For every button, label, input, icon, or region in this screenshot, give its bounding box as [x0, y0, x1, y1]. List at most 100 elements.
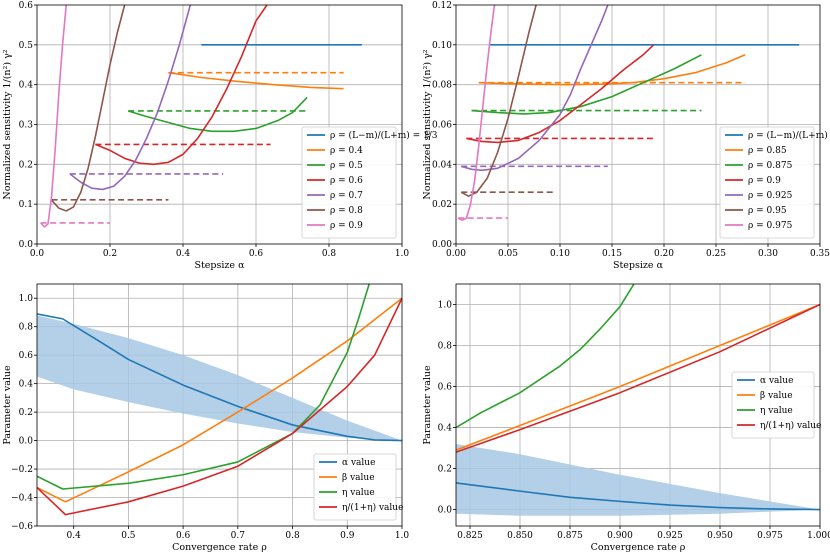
x-tick-label: 0.20 [654, 249, 674, 259]
x-tick-label: 0.5 [121, 531, 136, 541]
legend-label: β value [760, 391, 793, 401]
series-3-line [466, 44, 655, 144]
y-tick-label: 0.2 [438, 465, 452, 475]
legend-label: α value [760, 376, 793, 386]
series-1-line [478, 54, 746, 86]
series-6-line [40, 5, 67, 228]
y-tick-label: 0.06 [432, 121, 452, 131]
x-tick-label: 0.00 [446, 249, 466, 259]
legend-label: ρ = 0.9 [330, 221, 363, 231]
y-axis-label: Normalized sensitivity 1/(n²) γ² [422, 49, 433, 199]
y-tick-label: 1.0 [19, 294, 34, 304]
x-tick-label: 0.8 [285, 531, 300, 541]
x-tick-label: 0.975 [757, 531, 783, 541]
legend-label: η value [760, 406, 793, 416]
series-2-line [128, 96, 308, 133]
y-tick-label: 1.0 [438, 301, 453, 311]
legend-label: ρ = 0.925 [748, 191, 793, 201]
axes-frame [455, 283, 821, 527]
series-2-line [456, 284, 635, 429]
plot-area [40, 5, 362, 228]
legend-label: ρ = 0.5 [330, 161, 363, 171]
series-5-line [460, 5, 537, 197]
y-tick-label: 0.04 [432, 160, 452, 170]
x-tick-label: 0.6 [176, 531, 191, 541]
x-axis-label: Convergence rate ρ [172, 542, 267, 553]
y-tick-label: 0.5 [19, 41, 34, 51]
plot-area [37, 284, 402, 516]
legend: ρ = (L−m)/(L+m) = 0.81 ρ = 0.85 ρ = 0.875 ρ… [719, 126, 830, 239]
x-tick-label: 0.05 [498, 249, 518, 259]
confidence-band [37, 315, 402, 441]
chart-top-left: 0.0 0.2 0.4 0.6 0.8 1.0 0.0 0.1 0.2 0.3 0.4 0.5 0.6 S… [2, 1, 438, 271]
chart-bottom-right: 0.825 0.850 0.875 0.900 0.925 0.950 0.975 1.00 0… [422, 283, 830, 553]
series-3-line [456, 303, 820, 453]
legend-box [731, 371, 815, 439]
legend-box [313, 453, 397, 521]
y-tick-label: 0.4 [438, 424, 453, 434]
legend-label: η value [342, 488, 375, 498]
series-0-line [37, 313, 402, 442]
x-tick-label: 0.850 [507, 531, 533, 541]
legend-label: α value [342, 458, 375, 468]
legend-label: ρ = 0.9 [748, 176, 781, 186]
x-tick-label: 0.35 [810, 249, 830, 259]
x-tick-label: 0.925 [657, 531, 683, 541]
x-tick-label: 0.6 [249, 249, 264, 259]
x-axis-label: Stepsize α [613, 260, 664, 271]
x-tick-label: 0.4 [67, 531, 82, 541]
series-1-line [37, 297, 402, 503]
legend: α value β value η value η/(1+η) value [313, 453, 403, 521]
legend-label: η/(1+η) value [342, 502, 403, 513]
x-tick-label: 1.000 [807, 531, 830, 541]
x-tick-label: 0.7 [231, 531, 246, 541]
x-tick-label: 0.10 [550, 249, 570, 259]
y-tick-label: 0.6 [19, 351, 34, 361]
chart-bottom-left: 0.4 0.5 0.6 0.7 0.8 0.9 1.0 −0.6 −0.4 −0.2 0.0 0.2 0… [2, 283, 409, 553]
series-3-line [37, 297, 402, 516]
y-tick-label: 0.6 [438, 383, 453, 393]
legend-label: ρ = 0.7 [330, 191, 363, 201]
y-tick-label: 0.6 [19, 1, 34, 11]
x-tick-label: 0.950 [707, 531, 733, 541]
series-1-line [456, 303, 820, 451]
series-5-line [51, 5, 126, 212]
x-tick-label: 0.8 [322, 249, 337, 259]
series-2-line [471, 54, 702, 115]
series-3-line [95, 5, 268, 166]
axes-frame [36, 283, 403, 527]
y-tick-label: 0.10 [432, 41, 452, 51]
legend-label: β value [342, 473, 375, 483]
legend-label: ρ = 0.85 [748, 146, 787, 156]
y-axis-label: Parameter value [2, 365, 13, 445]
legend: ρ = (L−m)/(L+m) = 1/3 ρ = 0.4 ρ = 0.5 ρ = 0… [301, 126, 438, 239]
y-tick-label: 0.2 [19, 160, 33, 170]
x-tick-label: 0.2 [103, 249, 117, 259]
y-tick-label: −0.6 [11, 522, 33, 532]
x-axis-label: Stepsize α [194, 260, 245, 271]
y-tick-label: 0.02 [432, 200, 452, 210]
series-6-line [457, 5, 496, 221]
y-axis-label: Normalized sensitivity 1/(n²) γ² [2, 49, 13, 199]
x-tick-label: 0.30 [758, 249, 778, 259]
x-tick-label: 0.825 [457, 531, 483, 541]
y-tick-label: 0.4 [19, 380, 34, 390]
x-axis-label: Convergence rate ρ [591, 542, 686, 553]
legend-box [719, 126, 815, 239]
legend-label: ρ = (L−m)/(L+m) = 0.81 [748, 130, 830, 141]
legend-label: η/(1+η) value [760, 420, 821, 431]
y-axis-label: Parameter value [422, 365, 433, 445]
x-tick-label: 0.0 [30, 249, 45, 259]
legend-label: ρ = 0.875 [748, 161, 793, 171]
series-4-line [69, 5, 192, 191]
legend-label: ρ = 0.8 [330, 206, 363, 216]
y-tick-label: 0.12 [432, 1, 452, 11]
legend-label: ρ = 0.975 [748, 221, 793, 231]
y-tick-label: 0.0 [19, 437, 34, 447]
legend-label: ρ = (L−m)/(L+m) = 1/3 [330, 130, 438, 141]
y-tick-label: 0.08 [432, 81, 452, 91]
y-tick-label: 0.2 [19, 408, 33, 418]
plot-area [456, 284, 820, 516]
y-tick-label: 0.4 [19, 81, 34, 91]
